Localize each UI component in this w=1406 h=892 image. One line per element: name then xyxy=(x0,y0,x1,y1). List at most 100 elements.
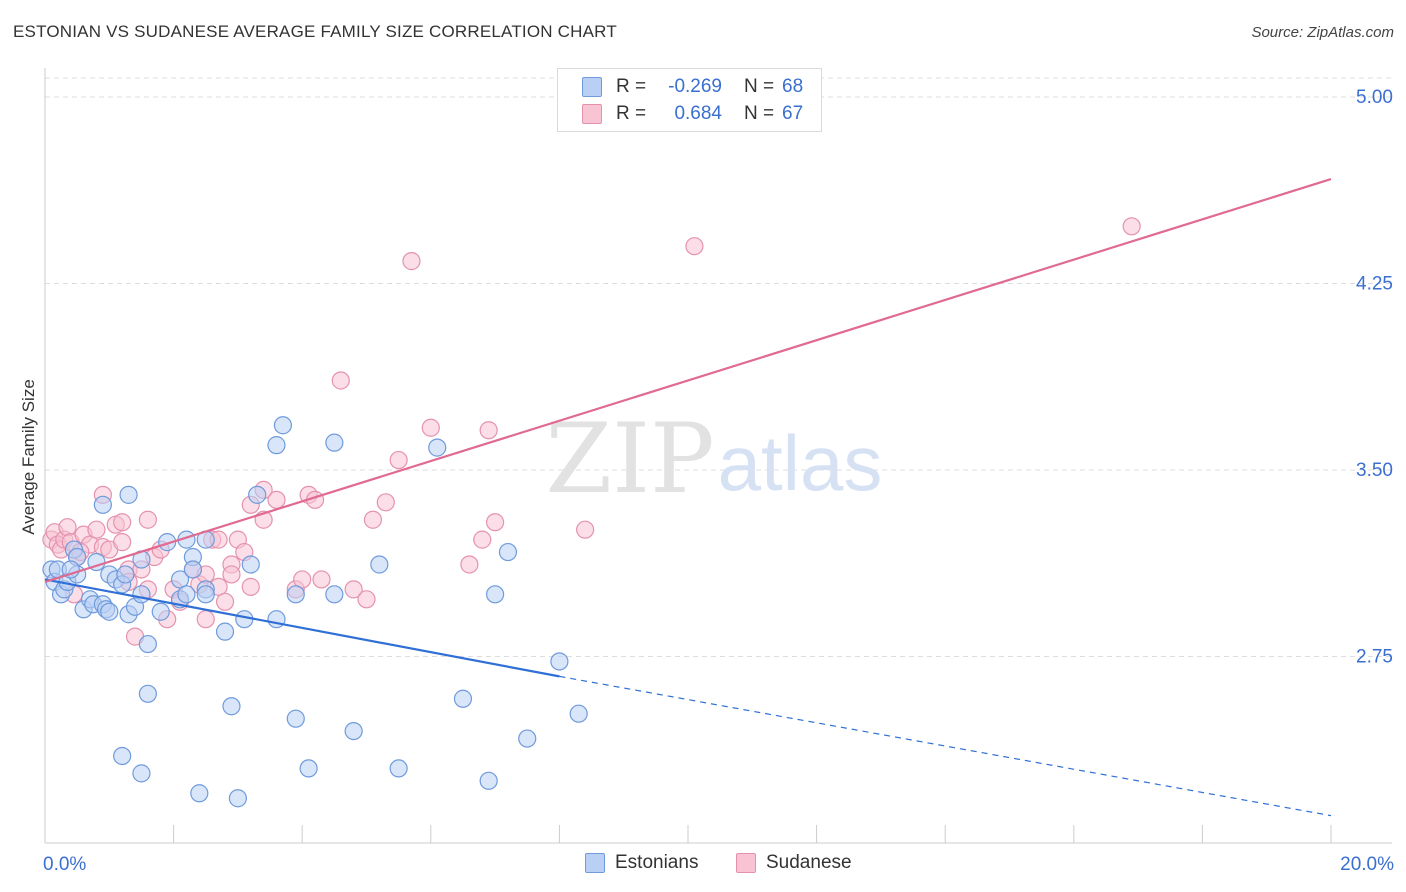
estonians-point xyxy=(119,485,138,504)
sudanese-point xyxy=(222,565,241,584)
estonians-point xyxy=(113,746,132,766)
estonians-swatch xyxy=(585,853,605,873)
estonians-point xyxy=(132,585,151,604)
axes xyxy=(44,68,1392,844)
estonians-swatch xyxy=(582,77,602,97)
estonians-point xyxy=(389,759,408,778)
estonians-point xyxy=(299,759,318,778)
sudanese-point xyxy=(113,513,132,532)
legend-item-estonians: Estonians xyxy=(585,852,698,874)
sudanese-point xyxy=(473,530,492,549)
estonians-point xyxy=(273,416,293,435)
y-tick-label: 3.50 xyxy=(1356,460,1393,481)
estonians-point xyxy=(325,585,344,604)
sudanese-point xyxy=(1122,217,1141,236)
estonians-trend-line xyxy=(44,578,560,678)
sudanese-point xyxy=(357,590,376,609)
sudanese-point xyxy=(312,570,331,589)
estonians-point xyxy=(228,789,247,808)
sudanese-point xyxy=(685,237,704,256)
y-axis-title: Average Family Size xyxy=(19,379,38,535)
estonians-point xyxy=(428,438,447,457)
trend-lines xyxy=(44,178,1332,817)
sudanese-point xyxy=(344,580,363,599)
estonians-point xyxy=(569,704,588,723)
estonians-point xyxy=(177,585,196,604)
estonians-point xyxy=(61,560,80,579)
estonians-point xyxy=(286,585,305,604)
estonians-point xyxy=(138,634,157,654)
sudanese-point xyxy=(421,418,440,437)
source-credit: Source: ZipAtlas.com xyxy=(1251,24,1394,41)
sudanese-point xyxy=(460,555,479,574)
r-value: -0.269 xyxy=(668,76,722,97)
estonians-point xyxy=(518,729,537,748)
sudanese-point xyxy=(576,520,595,539)
sudanese-point xyxy=(58,518,77,537)
sudanese-point xyxy=(331,371,350,390)
estonians-point xyxy=(196,585,215,604)
sudanese-swatch xyxy=(736,853,756,873)
sudanese-point xyxy=(113,533,132,552)
r-label: R = xyxy=(616,76,647,97)
estonians-point xyxy=(93,495,112,514)
estonians-point xyxy=(498,542,518,562)
r-label: R = xyxy=(616,103,647,124)
sudanese-point xyxy=(389,450,408,470)
estonians-point xyxy=(241,555,260,574)
estonians-point xyxy=(453,689,473,708)
n-value: 67 xyxy=(782,103,804,124)
x-tick-label-max: 20.0% xyxy=(1340,854,1394,875)
sudanese-point xyxy=(241,577,260,596)
r-value: 0.684 xyxy=(674,103,722,124)
legend-label-sudanese: Sudanese xyxy=(766,852,852,873)
n-label: N = xyxy=(744,103,775,124)
y-tick-label: 4.25 xyxy=(1356,274,1393,295)
sudanese-point xyxy=(486,513,505,532)
sudanese-point xyxy=(376,493,395,512)
sudanese-point xyxy=(138,510,157,529)
estonians-point xyxy=(222,697,241,716)
legend-row-estonians: R = -0.269 N = 68 xyxy=(582,74,803,100)
estonians-point xyxy=(486,585,505,604)
sudanese-point xyxy=(402,252,421,271)
sudanese-point xyxy=(479,421,498,440)
watermark-zip: ZIP xyxy=(545,403,714,515)
estonians-point xyxy=(138,684,157,703)
legend-row-sudanese: R = 0.684 N = 67 xyxy=(582,101,803,127)
estonians-point xyxy=(116,565,135,584)
sudanese-point xyxy=(87,520,106,539)
y-tick-label: 5.00 xyxy=(1356,87,1393,108)
sudanese-trend-line xyxy=(44,178,1332,583)
estonians-points xyxy=(42,416,588,808)
x-tick-label-min: 0.0% xyxy=(43,854,86,875)
estonians-point xyxy=(286,709,305,728)
sudanese-point xyxy=(196,610,215,629)
y-tick-label: 2.75 xyxy=(1356,647,1393,668)
estonians-point xyxy=(267,436,286,455)
n-label: N = xyxy=(744,76,775,97)
axis-labels: 2.75 3.50 4.25 5.00 0.0% 20.0% Average Family … xyxy=(19,87,1394,875)
estonians-point xyxy=(325,433,344,452)
n-value: 68 xyxy=(782,76,804,97)
estonians-point xyxy=(190,784,209,803)
legend-label-estonians: Estonians xyxy=(615,852,699,873)
estonians-point xyxy=(479,771,498,790)
estonians-point xyxy=(183,560,202,579)
estonians-point xyxy=(550,652,569,671)
estonians-point xyxy=(151,602,170,621)
estonians-point xyxy=(370,555,389,574)
sudanese-point xyxy=(363,510,383,529)
estonians-point xyxy=(344,721,363,741)
sudanese-point xyxy=(215,592,235,611)
estonians-point xyxy=(100,602,119,621)
estonians-point xyxy=(248,485,267,504)
chart-title: ESTONIAN VS SUDANESE AVERAGE FAMILY SIZE… xyxy=(13,22,617,41)
correlation-legend: R = -0.269 N = 68 R = 0.684 N = 67 xyxy=(557,68,822,132)
estonians-trend-extension xyxy=(559,675,1332,817)
sudanese-swatch xyxy=(582,104,602,124)
estonians-point xyxy=(132,764,151,783)
estonians-point xyxy=(215,622,235,641)
watermark-atlas: atlas xyxy=(718,419,883,507)
